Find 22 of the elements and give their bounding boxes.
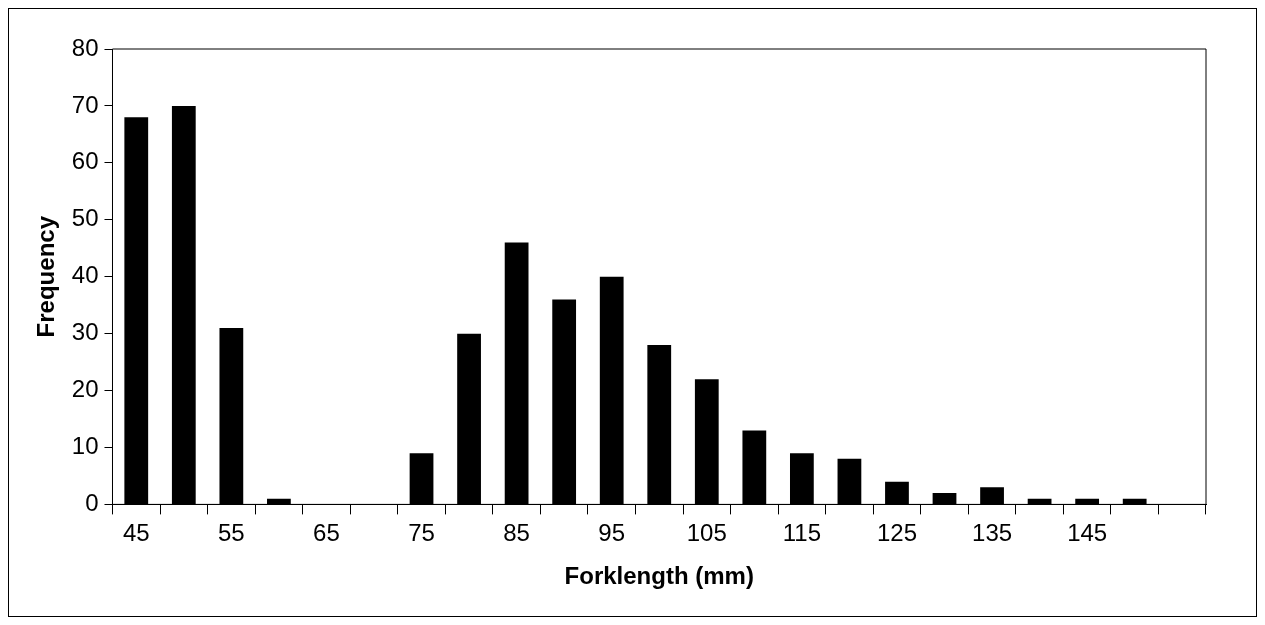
x-tick-label: 145 (1067, 519, 1108, 547)
y-tick-label: 60 (71, 147, 99, 175)
x-tick-label: 65 (313, 519, 340, 547)
x-tick-label: 45 (122, 519, 150, 547)
x-tick-label: 125 (876, 519, 917, 547)
x-tick-label: 95 (598, 519, 626, 547)
y-tick-label: 80 (71, 33, 99, 61)
y-tick-label: 40 (71, 261, 99, 289)
y-tick-label: 70 (71, 90, 99, 118)
y-tick-label: 0 (85, 489, 99, 517)
x-tick-label: 115 (782, 519, 822, 547)
y-tick-label: 50 (71, 204, 99, 232)
x-tick-label: 75 (408, 519, 435, 547)
x-axis-title: Forklength (mm) (564, 562, 754, 590)
x-tick-label: 85 (503, 519, 530, 547)
y-tick-label: 30 (71, 318, 99, 346)
y-tick-label: 10 (71, 432, 99, 460)
y-axis-title: Frequency (32, 215, 60, 338)
x-tick-label: 105 (686, 519, 727, 547)
x-tick-label: 135 (972, 519, 1013, 547)
y-tick-label: 20 (71, 375, 99, 403)
x-tick-label: 55 (218, 519, 245, 547)
